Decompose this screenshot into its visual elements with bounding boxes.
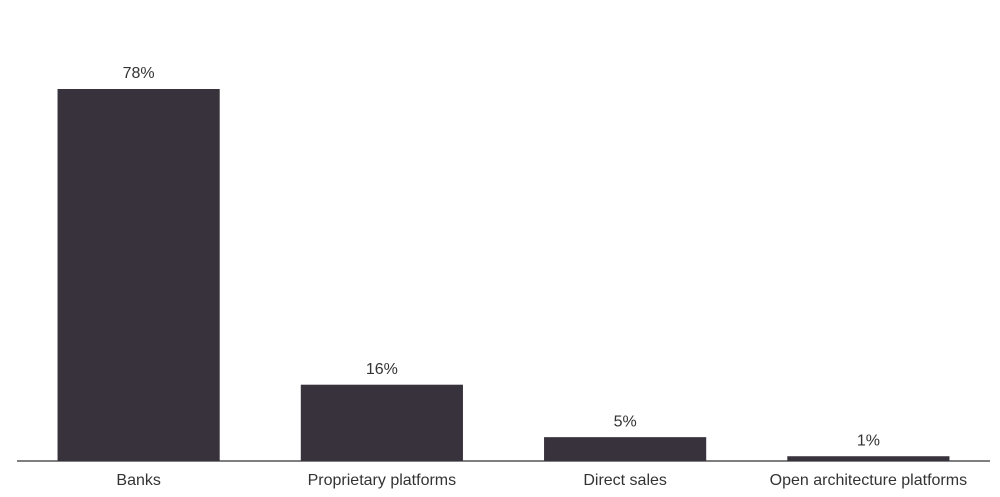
bar bbox=[544, 437, 707, 461]
x-tick-label: Open architecture platforms bbox=[770, 472, 967, 489]
bar bbox=[300, 384, 463, 461]
x-tick-label: Proprietary platforms bbox=[308, 472, 457, 489]
value-label: 1% bbox=[857, 432, 880, 449]
bar bbox=[787, 456, 950, 461]
value-label: 5% bbox=[614, 413, 637, 430]
x-tick-label: Direct sales bbox=[583, 472, 667, 489]
value-label: 78% bbox=[123, 65, 155, 82]
x-tick-label: Banks bbox=[116, 472, 160, 489]
value-label: 16% bbox=[366, 361, 398, 378]
bar bbox=[57, 89, 220, 461]
